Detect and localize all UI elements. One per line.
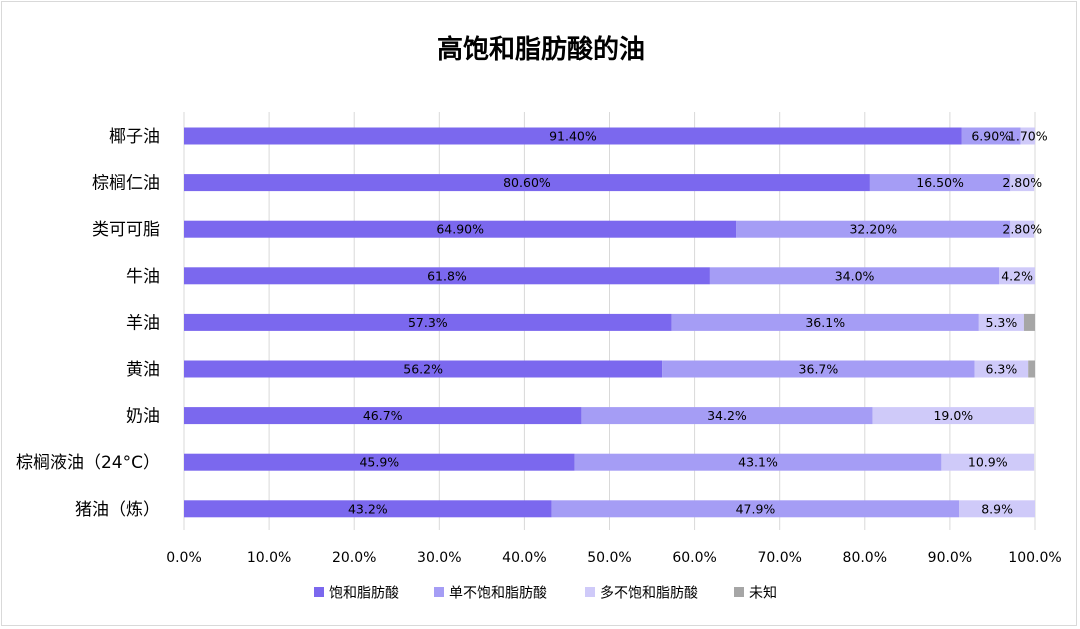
data-label: 47.9% <box>736 501 776 516</box>
data-label: 36.1% <box>805 315 845 330</box>
data-label: 57.3% <box>408 315 448 330</box>
data-label: 56.2% <box>403 362 443 377</box>
bar-segment <box>184 360 663 378</box>
data-label: 61.8% <box>427 268 467 283</box>
legend-label: 未知 <box>749 585 777 602</box>
x-axis-ticks: 0.0% 10.0% 20.0% 30.0% 40.0% 50.0% 60.0% 70.0% 8… <box>166 550 1061 566</box>
x-tick-label: 50.0% <box>587 550 631 566</box>
x-tick-label: 80.0% <box>843 550 887 566</box>
bar-segment <box>574 453 942 471</box>
category-label: 棕榈仁油 <box>92 174 160 194</box>
bar-segment <box>999 267 1035 285</box>
data-label: 32.20% <box>849 222 897 237</box>
bar-segment <box>184 500 552 518</box>
data-label: 43.1% <box>738 455 778 470</box>
legend-label: 饱和脂肪酸 <box>329 586 399 602</box>
data-label: 1.70% <box>1008 129 1048 144</box>
category-label: 猪油（炼） <box>75 500 160 520</box>
data-label: 2.80% <box>1002 222 1042 237</box>
x-tick-label: 70.0% <box>757 550 801 566</box>
bar-segment <box>872 407 1035 425</box>
bar-segment <box>184 407 582 425</box>
bar-segment <box>709 267 1000 285</box>
data-label: 16.50% <box>916 175 964 190</box>
data-label: 34.2% <box>707 408 747 423</box>
bar-segment <box>1023 313 1035 331</box>
x-tick-label: 30.0% <box>417 550 461 566</box>
legend-swatch <box>314 587 324 597</box>
data-label: 34.0% <box>835 268 875 283</box>
category-label: 棕榈液油（24°C） <box>16 453 160 473</box>
data-label: 8.9% <box>981 501 1013 516</box>
data-label: 36.7% <box>799 362 839 377</box>
bar-segment <box>869 174 1011 192</box>
data-label: 10.9% <box>968 455 1008 470</box>
bars <box>184 127 1035 518</box>
bar-segment <box>1010 174 1035 192</box>
bar-segment <box>551 500 960 518</box>
data-label: 5.3% <box>986 315 1018 330</box>
bar-segment <box>974 360 1029 378</box>
legend-swatch <box>434 587 444 597</box>
data-labels: 91.40% 6.90%1.70% 80.60% 16.50% 2.80% 64.90% 3… <box>348 129 1048 517</box>
bar-segment <box>1028 360 1035 378</box>
x-tick-label: 20.0% <box>332 550 376 566</box>
bar-segment <box>736 220 1011 238</box>
bar-segment <box>184 220 737 238</box>
data-label: 6.90% <box>971 129 1011 144</box>
bar-segment <box>662 360 975 378</box>
bar-segment <box>581 407 873 425</box>
data-label: 64.90% <box>436 222 484 237</box>
bar-segment <box>184 453 575 471</box>
legend-swatch <box>585 587 595 597</box>
bar-segment <box>184 174 870 192</box>
category-label: 黄油 <box>126 360 160 380</box>
data-label: 4.2% <box>1001 268 1033 283</box>
bar-segment <box>671 313 979 331</box>
data-label: 80.60% <box>503 175 551 190</box>
bar-segment <box>1020 127 1035 145</box>
bar-segment <box>941 453 1035 471</box>
x-tick-label: 60.0% <box>672 550 716 566</box>
chart-title: 高饱和脂肪酸的油 <box>437 34 645 65</box>
bar-segment <box>978 313 1024 331</box>
data-label: 43.2% <box>348 501 388 516</box>
bar-segment <box>184 313 672 331</box>
data-label: 19.0% <box>933 408 973 423</box>
legend-label: 多不饱和脂肪酸 <box>600 585 698 602</box>
bar-segment <box>959 500 1035 518</box>
category-label: 奶油 <box>126 407 160 427</box>
x-tick-label: 40.0% <box>502 550 546 566</box>
category-label: 牛油 <box>126 267 160 287</box>
x-tick-label: 10.0% <box>247 550 291 566</box>
category-label: 类可可脂 <box>92 220 160 240</box>
legend-label: 单不饱和脂肪酸 <box>449 586 547 602</box>
legend-swatch <box>734 587 744 597</box>
data-label: 6.3% <box>986 362 1018 377</box>
bar-segment <box>961 127 1021 145</box>
category-label: 羊油 <box>126 313 160 333</box>
x-tick-label: 100.0% <box>1008 550 1061 566</box>
data-label: 2.80% <box>1002 175 1042 190</box>
x-tick-label: 90.0% <box>928 550 972 566</box>
bar-segment <box>184 267 710 285</box>
x-tick-label: 0.0% <box>166 550 202 566</box>
data-label: 45.9% <box>359 455 399 470</box>
category-label: 椰子油 <box>109 127 160 147</box>
data-label: 91.40% <box>549 129 597 144</box>
legend: 饱和脂肪酸 单不饱和脂肪酸 多不饱和脂肪酸 未知 <box>314 585 777 602</box>
bar-segment <box>184 127 962 145</box>
bar-segment <box>1010 220 1035 238</box>
data-label: 46.7% <box>363 408 403 423</box>
